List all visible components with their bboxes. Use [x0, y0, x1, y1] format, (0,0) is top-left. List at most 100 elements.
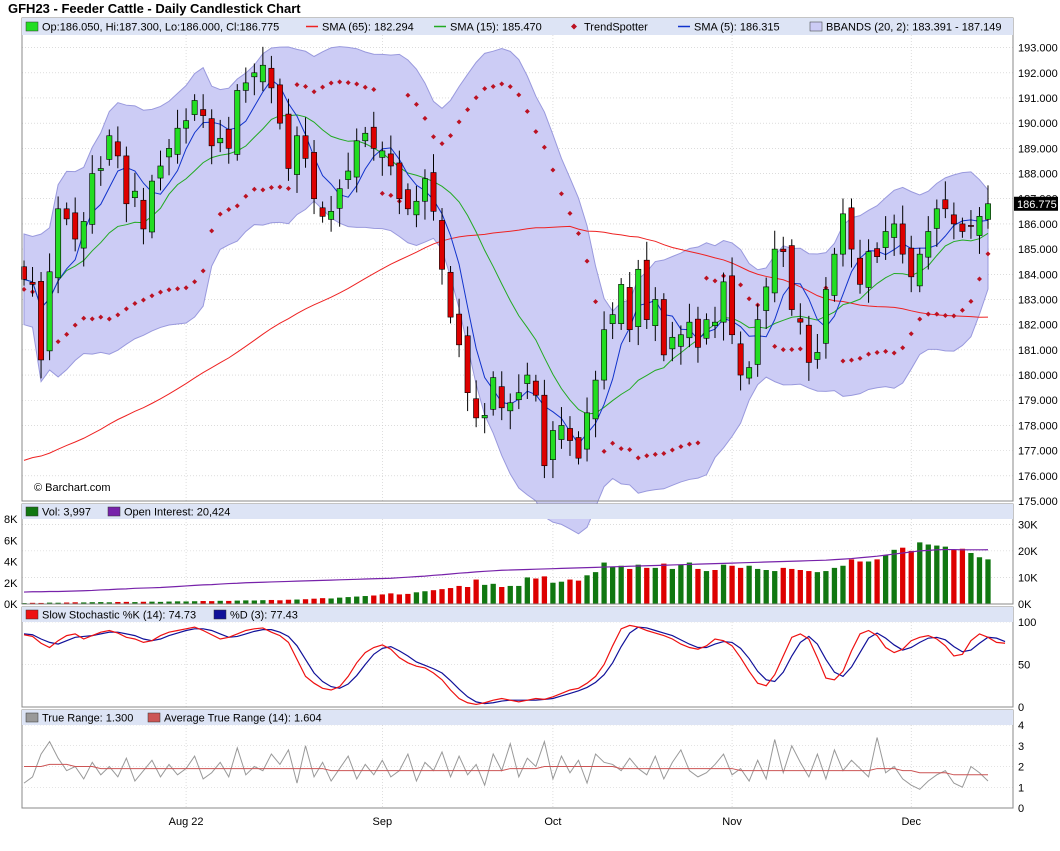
legend-label: TrendSpotter: [584, 22, 648, 34]
legend-label: Average True Range (14): 1.604: [164, 713, 322, 725]
price-axis-tick: 189.000: [1018, 143, 1058, 155]
trendspotter-marker: [797, 346, 803, 352]
candle-body: [575, 437, 582, 459]
candle-body: [55, 208, 62, 279]
trendspotter-marker: [405, 92, 411, 98]
trendspotter-marker: [576, 230, 582, 236]
trendspotter-marker: [593, 299, 599, 305]
tr-axis-tick: 2: [1018, 762, 1024, 774]
chart-title: GFH23 - Feeder Cattle - Daily Candlestic…: [8, 1, 301, 16]
trendspotter-marker: [456, 119, 462, 125]
candle-body: [763, 286, 770, 311]
trendspotter-marker: [900, 345, 906, 351]
candle-body: [874, 248, 881, 257]
volume-bar: [516, 585, 522, 604]
volume-bar: [823, 571, 829, 604]
trendspotter-marker: [157, 289, 163, 295]
volume-bar: [695, 568, 701, 604]
candle-body: [174, 127, 181, 155]
candle-body: [149, 180, 155, 233]
candle-body: [490, 377, 497, 410]
legend-swatch-box: [25, 506, 39, 517]
tr-axis-tick: 3: [1018, 741, 1024, 753]
trendspotter-marker: [379, 190, 385, 196]
trendspotter-marker: [251, 186, 257, 192]
volume-bar: [840, 565, 846, 604]
volume-bar: [891, 549, 897, 604]
candle-body: [447, 271, 454, 318]
volume-bar: [882, 555, 889, 604]
trendspotter-marker: [780, 347, 786, 353]
candle-body: [379, 150, 386, 158]
trendspotter-marker: [567, 210, 573, 216]
candle-body: [686, 321, 693, 339]
stoch-axis-tick: 0: [1018, 702, 1024, 714]
candle-body: [370, 126, 377, 149]
volume-bar: [661, 563, 667, 604]
trendspotter-marker: [985, 251, 991, 257]
date-axis-label: Dec: [901, 816, 921, 828]
price-axis-tick: 177.000: [1018, 446, 1058, 458]
date-axis-label: Sep: [373, 816, 393, 828]
candle-body: [63, 208, 70, 220]
candle-body: [183, 120, 190, 129]
volume-bar: [635, 564, 641, 604]
candle-body: [677, 334, 684, 347]
oi-axis-tick: 30K: [1018, 519, 1038, 531]
volume-bar: [584, 575, 590, 604]
candle-body: [200, 109, 207, 116]
candle-body: [780, 248, 787, 252]
watermark: © Barchart.com: [34, 482, 111, 494]
candle-body: [822, 289, 829, 344]
legend-swatch-box: [107, 506, 121, 517]
candle-body: [422, 178, 428, 202]
candle-body: [942, 199, 949, 210]
trendspotter-marker: [439, 141, 445, 147]
price-axis-tick: 182.000: [1018, 320, 1058, 332]
candle-body: [242, 82, 249, 91]
legend-label: Vol: 3,997: [42, 507, 91, 519]
trendspotter-marker: [294, 82, 300, 88]
candle-body: [46, 271, 53, 352]
trendspotter-marker: [644, 453, 650, 459]
trendspotter-marker: [64, 331, 70, 337]
volume-bars: [21, 542, 991, 604]
volume-bar: [29, 602, 36, 604]
trendspotter-marker: [499, 81, 505, 87]
trendspotter-marker: [268, 185, 274, 191]
candle-body: [106, 135, 113, 160]
stoch-d-line: [23, 626, 1006, 705]
candle-body: [635, 268, 642, 327]
trendspotter-marker: [311, 89, 317, 95]
volume-bar: [490, 583, 496, 604]
legend-label: %D (3): 77.43: [230, 610, 298, 622]
candle-body: [746, 367, 753, 379]
volume-bar: [780, 567, 786, 604]
candle-body: [72, 212, 79, 240]
trendspotter-marker: [430, 134, 436, 140]
trendspotter-marker: [874, 349, 880, 355]
volume-bar: [251, 600, 257, 604]
candle-body: [592, 379, 599, 420]
candle-body: [131, 190, 138, 199]
volume-bar: [174, 601, 181, 604]
trendspotter-marker: [558, 191, 564, 197]
volume-bar: [226, 600, 232, 604]
volume-bar: [277, 600, 283, 604]
candle-body: [89, 173, 96, 225]
candle-body: [771, 248, 778, 294]
trendspotter-marker: [362, 84, 368, 90]
volume-bar: [371, 595, 377, 604]
trendspotter-marker: [200, 268, 206, 274]
candle-body: [515, 392, 522, 401]
volume-bar: [157, 601, 164, 604]
trendspotter-marker: [883, 348, 889, 354]
panel-header-bar: [22, 710, 1013, 725]
volume-bar: [422, 591, 428, 604]
candle-body: [737, 343, 744, 376]
trendspotter-marker: [303, 84, 309, 90]
volume-bar: [464, 587, 471, 604]
trendspotter-marker: [490, 83, 496, 89]
candle-body: [80, 221, 87, 249]
legend-label: True Range: 1.300: [42, 713, 133, 725]
